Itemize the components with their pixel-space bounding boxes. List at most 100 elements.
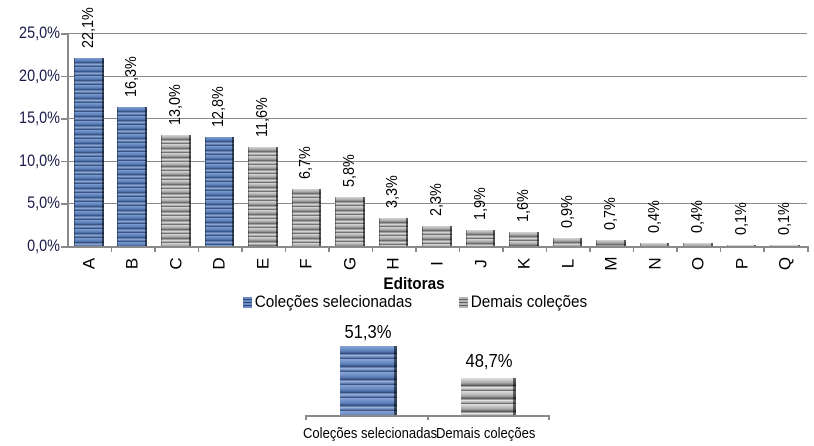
bar-o [683,242,713,246]
data-label: 0,4% [689,199,707,233]
legend-item-selected: Coleções selecionadas [243,292,412,312]
gridline [67,118,807,120]
data-label: 22,1% [79,6,97,48]
x-tick [415,246,417,252]
bar-m [596,240,626,246]
data-label-selected: 51,3% [344,322,392,342]
x-tick [807,246,809,252]
bar-d [204,136,235,246]
x-category-label: J [471,259,491,268]
bar-a [73,57,104,246]
bar-selected-collections [340,346,397,415]
bar-b [117,107,148,246]
x-tick [719,246,722,252]
data-label: 3,3% [384,175,402,208]
data-label: 0,1% [732,202,750,236]
y-tick-label: 25,0% [19,23,60,42]
x-category-label: F [296,258,316,269]
y-tick-label: 15,0% [19,108,60,128]
x-tick [676,246,678,252]
x-category-label: I [427,261,447,266]
data-label: 12,8% [210,86,228,127]
y-tick [61,118,67,120]
legend-item-other: Demais coleções [459,292,587,312]
x-category-label: A [79,257,99,270]
x-tick [632,246,635,252]
x-category-label: K [514,257,534,270]
x-category-label: O [688,256,708,271]
data-label: 0,9% [558,195,576,229]
x-category-label: G [340,256,360,271]
x-tick [197,246,200,252]
data-label: 0,1% [776,202,794,236]
x-category-label: P [732,257,752,270]
data-label: 1,9% [471,186,489,220]
data-label: 16,3% [123,56,141,98]
x-tick [589,246,591,252]
bar-k [509,232,539,246]
data-label: 0,7% [602,197,620,231]
y-tick-label: 5,0% [27,193,60,213]
x-category-label: C [166,257,186,270]
data-label-other: 48,7% [465,351,513,371]
gridline [67,160,807,162]
bar-e [248,147,278,246]
data-label: 0,4% [645,199,663,233]
data-label: 6,7% [297,146,315,179]
x-category-label: E [253,257,273,270]
x-tick [545,246,548,252]
bar-other-collections [461,378,516,415]
x-category-label: B [122,257,142,270]
bar-i [422,226,452,246]
data-label: 5,8% [340,153,358,187]
x-tick [502,246,504,252]
y-tick [61,203,67,205]
y-tick-label: 0,0% [27,236,60,255]
publisher-share-chart: Editoras Coleções selecionadas Demais co… [19,6,809,311]
y-tick [61,75,67,78]
x-axis-line [61,246,807,248]
data-label: 11,6% [253,97,271,138]
x-tick [763,246,765,252]
bar-g [335,196,365,246]
legend-label-other: Demais coleções [470,292,588,311]
legend-swatch-other-icon [459,297,468,308]
bar-l [552,238,583,246]
data-label: 13,0% [166,84,184,126]
bar-j [465,229,496,246]
y-tick-label: 10,0% [19,150,60,170]
x-category-label: H [383,257,403,270]
x-tick [241,246,243,252]
y-tick [61,160,67,163]
y-tick [61,246,67,248]
category-label-selected: Coleções selecionadas [303,426,438,442]
legend-label-selected: Coleções selecionadas [254,292,413,311]
gridline [67,33,807,34]
summary-chart: 51,3% 48,7% Coleções selecionadas Demais… [0,300,814,446]
bar-f [291,188,322,246]
category-label-other: Demais coleções [436,426,536,442]
bar-h [378,217,409,246]
x-tick [110,246,113,252]
summary-tick [427,415,429,420]
x-tick [458,246,461,252]
y-tick-label: 20,0% [19,65,60,85]
x-tick [284,246,287,252]
bar-q [770,245,801,247]
data-label: 1,6% [515,189,533,223]
summary-tick [548,415,550,420]
x-tick [154,246,156,252]
x-category-label: Q [775,256,795,271]
y-axis-line [67,33,69,246]
gridline [67,75,807,77]
bar-p [726,245,757,247]
bar-n [639,242,670,246]
gridline [67,203,807,205]
x-category-label: L [558,258,578,269]
x-tick [328,246,330,252]
summary-tick [305,415,307,420]
legend-swatch-selected-icon [243,297,252,308]
y-tick [61,33,67,35]
x-category-label: N [645,257,665,270]
x-tick [371,246,374,252]
